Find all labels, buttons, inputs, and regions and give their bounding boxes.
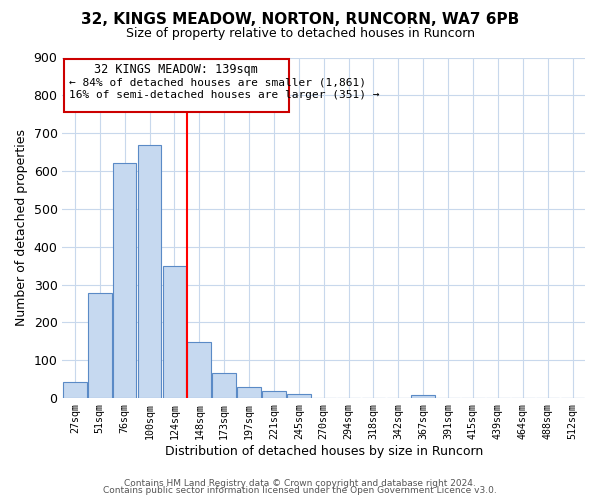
Bar [88,293,112,398]
Y-axis label: Number of detached properties: Number of detached properties [15,130,28,326]
Bar [113,162,136,398]
Bar [137,144,161,398]
Text: 32 KINGS MEADOW: 139sqm: 32 KINGS MEADOW: 139sqm [94,63,258,76]
X-axis label: Distribution of detached houses by size in Runcorn: Distribution of detached houses by size … [164,444,483,458]
Bar [262,392,286,398]
FancyBboxPatch shape [64,60,289,112]
Text: 32, KINGS MEADOW, NORTON, RUNCORN, WA7 6PB: 32, KINGS MEADOW, NORTON, RUNCORN, WA7 6… [81,12,519,28]
Bar [187,342,211,398]
Bar [63,382,86,398]
Bar [163,266,186,398]
Bar [287,394,311,398]
Text: Size of property relative to detached houses in Runcorn: Size of property relative to detached ho… [125,28,475,40]
Text: 16% of semi-detached houses are larger (351) →: 16% of semi-detached houses are larger (… [68,90,379,101]
Bar [412,395,435,398]
Bar [237,386,261,398]
Bar [212,374,236,398]
Text: Contains public sector information licensed under the Open Government Licence v3: Contains public sector information licen… [103,486,497,495]
Text: ← 84% of detached houses are smaller (1,861): ← 84% of detached houses are smaller (1,… [68,78,365,88]
Text: Contains HM Land Registry data © Crown copyright and database right 2024.: Contains HM Land Registry data © Crown c… [124,478,476,488]
